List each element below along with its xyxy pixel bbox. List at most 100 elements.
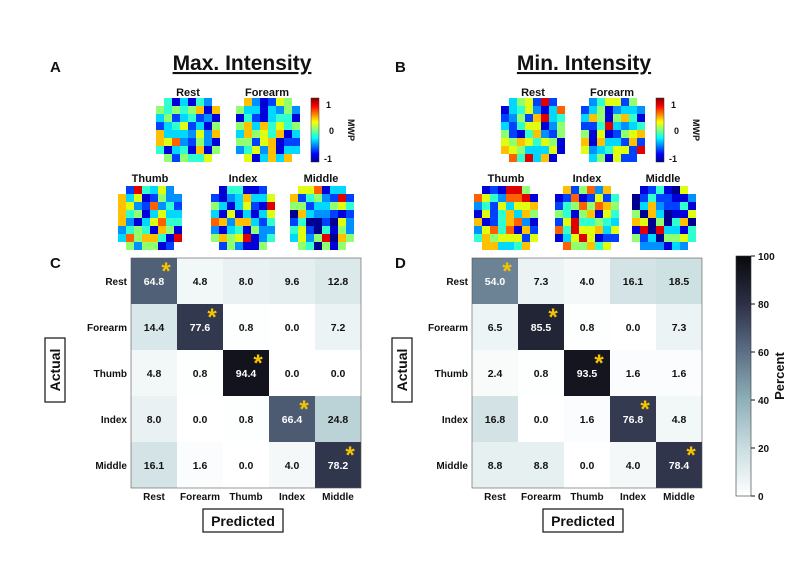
- channel-map-thumb-a-pixel-r6-c3: [142, 234, 150, 242]
- matrix-d-star-3: *: [640, 396, 650, 423]
- matrix-c-cell-r1-c1: [177, 304, 223, 350]
- matrix-d-cell-r1-c3: [610, 304, 656, 350]
- channel-map-index-a-pixel-r2-c4: [243, 202, 251, 210]
- matrix-c-cell-r3-c2: [223, 396, 269, 442]
- channel-map-index-b-pixel-r3-c6: [603, 210, 611, 218]
- channel-map-thumb-a-pixel-r3-c5: [158, 210, 166, 218]
- channel-map-forearm-b-pixel-r5-c2: [597, 138, 605, 146]
- channel-map-thumb-b-pixel-r5-c6: [522, 226, 530, 234]
- channel-map-rest-a-pixel-r3-c1: [164, 122, 172, 130]
- matrix-d-value-r4-c3: 4.0: [626, 460, 641, 472]
- channel-map-thumb-a-pixel-r5-c2: [134, 226, 142, 234]
- channel-map-rest-b-pixel-r3-c4: [533, 122, 541, 130]
- panel-letter-b: B: [395, 59, 406, 76]
- channel-map-thumb-a-pixel-r3-c3: [142, 210, 150, 218]
- matrix-c-cell-r3-c0: [131, 396, 177, 442]
- channel-map-thumb-b-pixel-r2-c3: [498, 202, 506, 210]
- channel-map-middle-b-pixel-r3-c2: [648, 210, 656, 218]
- channel-map-thumb-a-pixel-r5-c1: [126, 226, 134, 234]
- channel-map-forearm-b-pixel-r4-c3: [605, 130, 613, 138]
- channel-map-thumb-b-pixel-r3-c2: [490, 210, 498, 218]
- channel-map-middle-a-pixel-r4-c2: [306, 218, 314, 226]
- channel-map-rest-a-pixel-r7-c4: [188, 154, 196, 162]
- matrix-c-value-r3-c4: 24.8: [328, 414, 349, 426]
- channel-map-forearm-b-pixel-r6-c1: [589, 146, 597, 154]
- channel-map-rest-b-pixel-r2-c7: [557, 114, 565, 122]
- matrix-d-cell-r2-c0: [472, 350, 518, 396]
- channel-map-forearm-b-pixel-r6-c3: [605, 146, 613, 154]
- matrix-d-col-label-4: Middle: [663, 492, 695, 503]
- channel-map-index-b-pixel-r6-c7: [611, 234, 619, 242]
- predicted-box-c: [202, 508, 284, 533]
- channel-map-rest-a-pixel-r6-c5: [196, 146, 204, 154]
- channel-map-middle-a-pixel-r2-c1: [298, 202, 306, 210]
- channel-map-rest-b-pixel-r1-c5: [541, 106, 549, 114]
- matrix-c-cell-r0-c4: [315, 258, 361, 304]
- channel-map-rest-b-pixel-r0-c3: [525, 98, 533, 106]
- matrix-c-value-r1-c3: 0.0: [285, 322, 300, 334]
- channel-map-thumb-b-pixel-r3-c4: [506, 210, 514, 218]
- matrix-d-cell-r3-c4: [656, 396, 702, 442]
- channel-map-rest-a-pixel-r0-c4: [188, 98, 196, 106]
- channel-map-forearm-a-pixel-r1-c3: [260, 106, 268, 114]
- matrix-d-value-r1-c3: 0.0: [626, 322, 641, 334]
- matrix-c-row-label-2: Thumb: [94, 369, 127, 380]
- channel-map-index-a-pixel-r0-c2: [227, 186, 235, 194]
- channel-map-rest-a-pixel-r2-c6: [204, 114, 212, 122]
- channel-map-middle-b-pixel-r1-c2: [648, 194, 656, 202]
- channel-map-rest-b-pixel-r0-c2: [517, 98, 525, 106]
- channel-map-middle-a-pixel-r5-c2: [306, 226, 314, 234]
- channel-map-middle-b-pixel-r5-c0: [632, 226, 640, 234]
- matrix-c-star-0: *: [161, 258, 171, 285]
- matrix-c-cell-r4-c1: [177, 442, 223, 488]
- channel-map-index-a-pixel-r1-c6: [259, 194, 267, 202]
- channel-map-rest-b-pixel-r7-c1: [509, 154, 517, 162]
- matrix-c-cell-r1-c3: [269, 304, 315, 350]
- channel-map-index-a-pixel-r4-c3: [235, 218, 243, 226]
- channel-map-rest-a-pixel-r5-c0: [156, 138, 164, 146]
- channel-map-rest-b-pixel-r3-c0: [501, 122, 509, 130]
- channel-map-index-b-pixel-r6-c1: [563, 234, 571, 242]
- channel-map-forearm-b-pixel-r7-c6: [629, 154, 637, 162]
- matrix-d-value-r3-c3: 76.8: [623, 414, 644, 426]
- channel-map-forearm-b-pixel-r6-c6: [629, 146, 637, 154]
- channel-map-thumb-b-pixel-r1-c0: [474, 194, 482, 202]
- channel-map-index-b-pixel-r3-c5: [595, 210, 603, 218]
- matrix-d-cell-r2-c1: [518, 350, 564, 396]
- channel-map-thumb-b-pixel-r7-c5: [514, 242, 522, 250]
- channel-map-thumb-a-pixel-r6-c7: [174, 234, 182, 242]
- channel-map-forearm-a-pixel-r7-c1: [244, 154, 252, 162]
- matrix-c-col-label-1: Forearm: [180, 492, 220, 503]
- channel-map-thumb-a-pixel-r1-c7: [174, 194, 182, 202]
- channel-map-thumb-a-pixel-r5-c0: [118, 226, 126, 234]
- channel-map-thumb-b-pixel-r1-c1: [482, 194, 490, 202]
- matrix-c-cell-r2-c4: [315, 350, 361, 396]
- channel-map-forearm-b-pixel-r1-c5: [621, 106, 629, 114]
- channel-map-forearm-a-pixel-r5-c0: [236, 138, 244, 146]
- channel-map-rest-a-pixel-r7-c1: [164, 154, 172, 162]
- channel-map-middle-b-pixel-r2-c5: [672, 202, 680, 210]
- channel-map-thumb-a-pixel-r6-c5: [158, 234, 166, 242]
- channel-map-rest-b-pixel-r4-c2: [517, 130, 525, 138]
- channel-map-thumb-a-pixel-r3-c0: [118, 210, 126, 218]
- matrix-c-value-r0-c2: 8.0: [239, 276, 254, 288]
- channel-map-index-b-pixel-r4-c7: [611, 218, 619, 226]
- channel-map-forearm-b-pixel-r4-c1: [589, 130, 597, 138]
- channel-map-thumb-a-pixel-r0-c5: [158, 186, 166, 194]
- channel-map-rest-b-pixel-r0-c1: [509, 98, 517, 106]
- channel-map-middle-b-pixel-r2-c3: [656, 202, 664, 210]
- channel-map-middle-a-pixel-r4-c4: [322, 218, 330, 226]
- channel-map-rest-b-pixel-r4-c0: [501, 130, 509, 138]
- channel-map-middle-a-pixel-r4-c6: [338, 218, 346, 226]
- matrix-d-value-r0-c0: 54.0: [485, 276, 506, 288]
- channel-map-rest-a-pixel-r7-c3: [180, 154, 188, 162]
- channel-map-rest-b-pixel-r1-c3: [525, 106, 533, 114]
- channel-map-middle-a-pixel-r7-c5: [330, 242, 338, 250]
- channel-map-rest-a-pixel-r5-c3: [180, 138, 188, 146]
- channel-map-thumb-b-pixel-r1-c6: [522, 194, 530, 202]
- channel-map-thumb-b-pixel-r4-c4: [506, 218, 514, 226]
- mwp-colorbar-b: [655, 97, 665, 163]
- channel-map-middle-a-pixel-r1-c3: [314, 194, 322, 202]
- channel-map-forearm-a-pixel-r4-c3: [260, 130, 268, 138]
- channel-map-thumb-b-pixel-r1-c2: [490, 194, 498, 202]
